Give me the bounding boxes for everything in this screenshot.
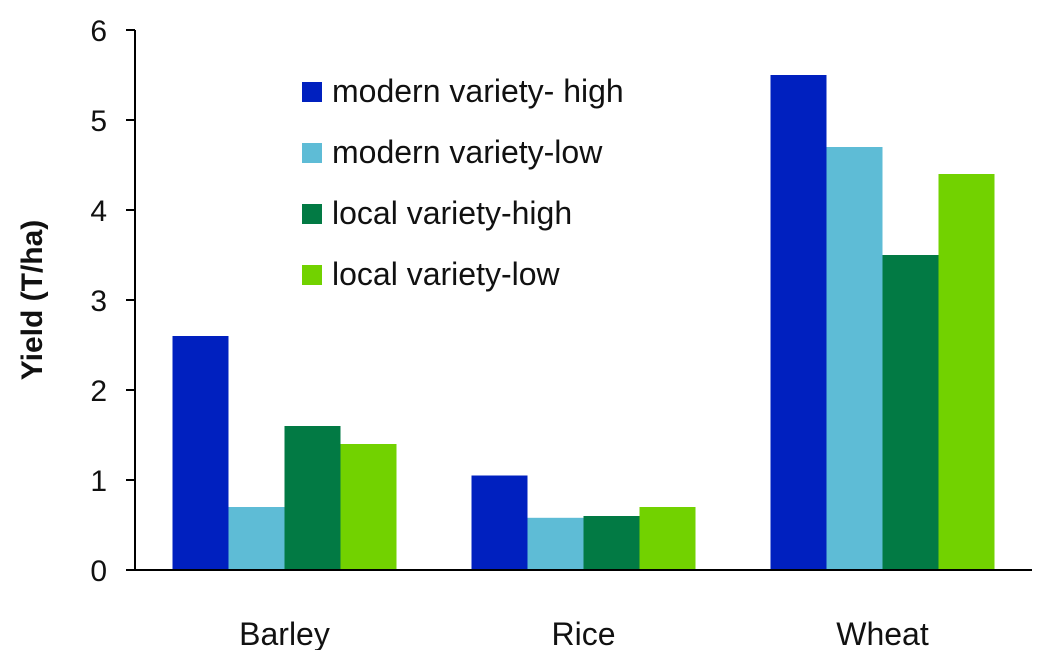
bar-rice-4 <box>639 507 696 570</box>
y-tick-label: 2 <box>90 375 107 408</box>
y-ticks-group: 0 1 2 3 4 5 6 <box>90 15 135 588</box>
legend-label: modern variety-low <box>332 134 603 170</box>
legend-swatch <box>302 265 322 285</box>
bar-rice-3 <box>583 516 640 570</box>
bar-barley-3 <box>284 426 341 570</box>
legend: modern variety- high modern variety-low lo… <box>302 73 624 292</box>
legend-label: local variety-high <box>332 195 572 231</box>
y-tick-label: 4 <box>90 195 107 228</box>
x-category-labels: Barley Rice Wheat <box>239 616 929 650</box>
legend-swatch <box>302 143 322 163</box>
bars-group <box>172 75 995 570</box>
legend-label: modern variety- high <box>332 73 624 109</box>
bar-rice-1 <box>471 475 528 570</box>
y-tick-label: 5 <box>90 105 107 138</box>
legend-swatch <box>302 82 322 102</box>
x-category-label: Barley <box>239 616 330 650</box>
bar-wheat-2 <box>826 147 883 570</box>
legend-label: local variety-low <box>332 256 561 292</box>
y-tick-label: 3 <box>90 285 107 318</box>
bar-barley-2 <box>228 507 285 570</box>
bar-wheat-1 <box>770 75 827 570</box>
bar-barley-1 <box>172 336 229 570</box>
bar-wheat-3 <box>882 255 939 570</box>
y-tick-label: 0 <box>90 555 107 588</box>
x-category-label: Rice <box>551 616 615 650</box>
legend-swatch <box>302 204 322 224</box>
bar-wheat-4 <box>938 174 995 570</box>
y-tick-label: 6 <box>90 15 107 48</box>
bar-rice-2 <box>527 517 584 570</box>
x-category-label: Wheat <box>836 616 929 650</box>
y-axis-title: Yield (T/ha) <box>16 220 49 381</box>
bar-barley-4 <box>340 444 397 570</box>
y-tick-label: 1 <box>90 465 107 498</box>
